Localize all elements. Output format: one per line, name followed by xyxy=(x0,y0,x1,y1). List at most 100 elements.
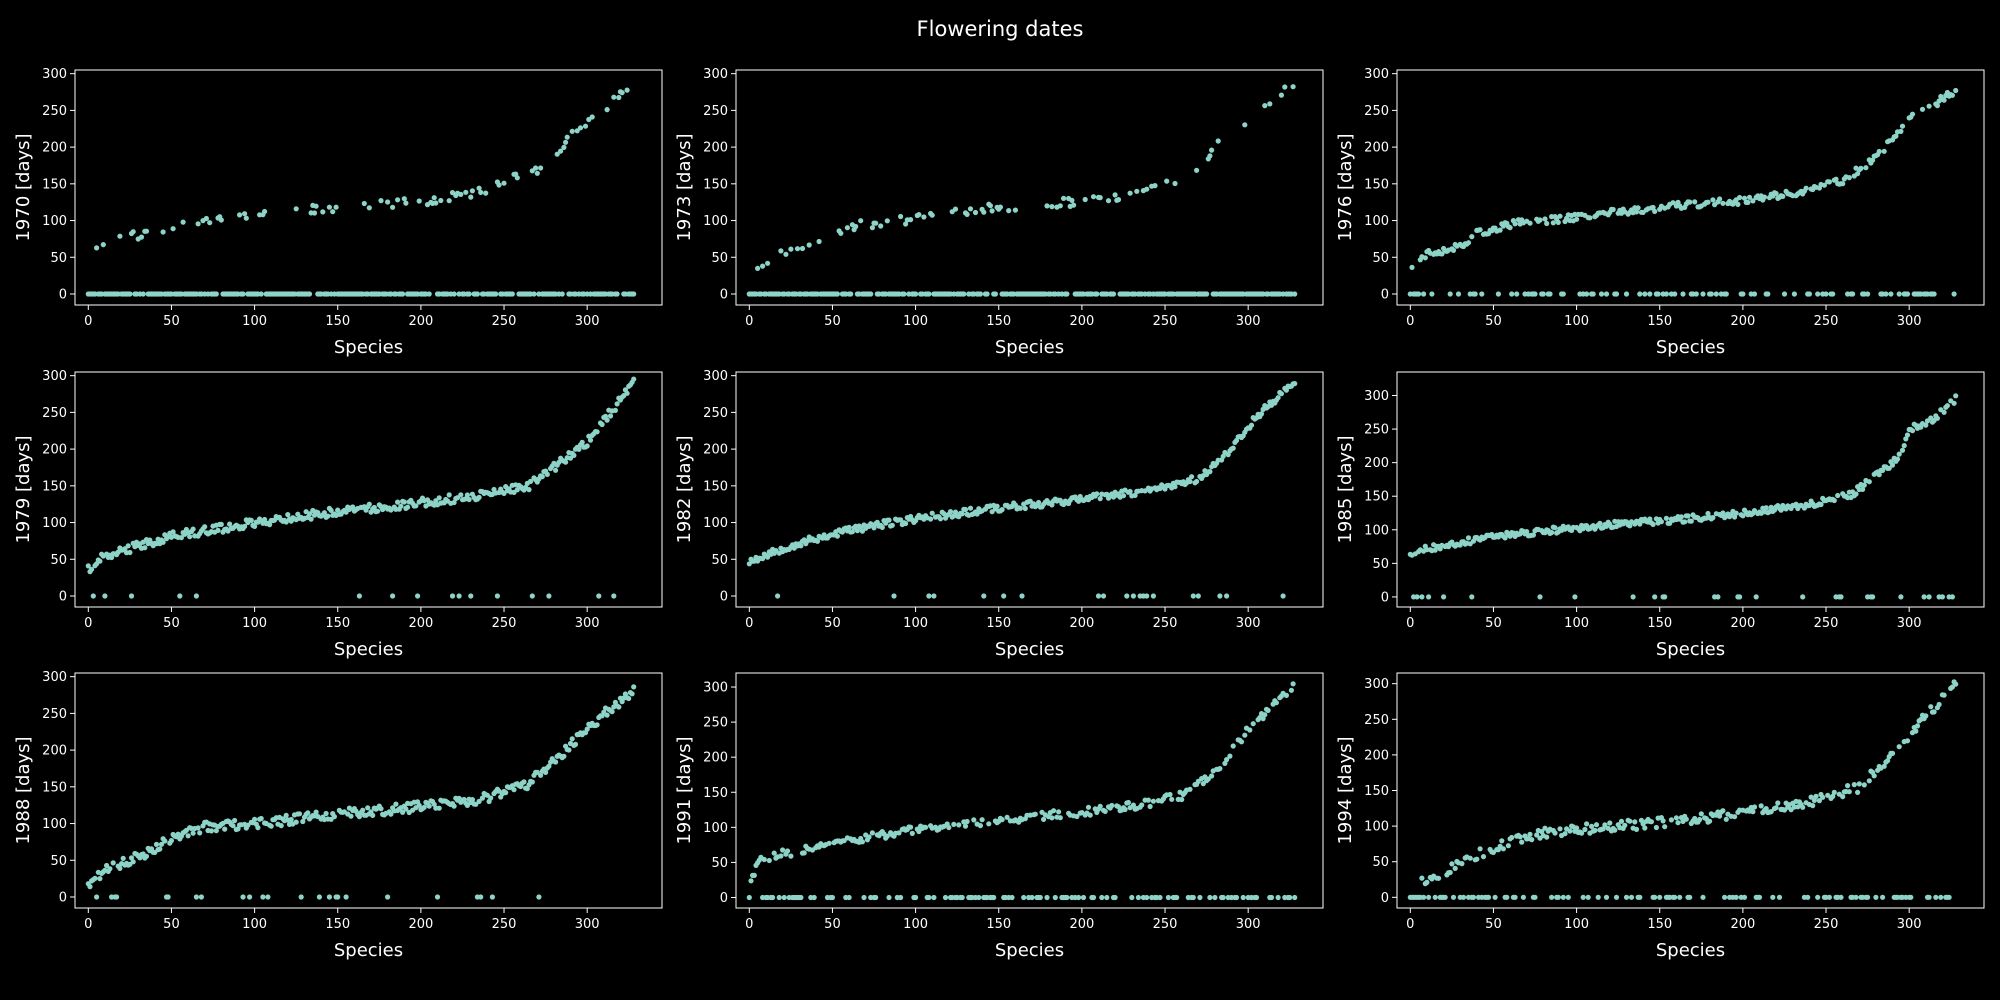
data-point xyxy=(240,291,246,297)
data-point xyxy=(1818,501,1824,508)
data-point xyxy=(1627,523,1633,529)
data-point xyxy=(1204,291,1210,297)
data-point xyxy=(788,246,794,252)
x-tick-label: 200 xyxy=(1069,314,1094,329)
data-point xyxy=(1200,781,1206,787)
y-tick-label: 250 xyxy=(1364,423,1389,438)
data-point xyxy=(1085,804,1092,810)
x-tick-label: 100 xyxy=(242,314,267,329)
data-point xyxy=(1549,894,1555,900)
data-point xyxy=(926,291,932,297)
data-point xyxy=(929,212,935,218)
data-point xyxy=(262,516,268,523)
data-point xyxy=(1224,757,1230,763)
data-point xyxy=(604,712,610,718)
data-point xyxy=(1923,713,1929,719)
data-point xyxy=(398,503,404,509)
y-tick-label: 250 xyxy=(42,104,67,119)
y-tick-label: 300 xyxy=(42,369,67,384)
data-point xyxy=(1904,738,1911,744)
data-point xyxy=(531,291,537,297)
data-point xyxy=(356,593,362,599)
data-point xyxy=(582,123,589,129)
data-point xyxy=(1409,264,1415,270)
y-tick-label: 150 xyxy=(42,780,67,795)
data-point xyxy=(539,474,545,480)
x-tick-label: 50 xyxy=(824,917,841,932)
data-point xyxy=(1179,796,1185,803)
data-point xyxy=(1127,488,1133,495)
x-axis-label: Species xyxy=(1656,337,1725,358)
data-point xyxy=(858,218,864,224)
data-point xyxy=(1585,894,1591,900)
data-point xyxy=(267,522,273,528)
data-point xyxy=(775,593,781,599)
data-point xyxy=(1057,203,1063,209)
x-tick-label: 50 xyxy=(1485,314,1502,329)
data-point xyxy=(1855,171,1861,177)
data-point xyxy=(1061,195,1067,201)
data-point xyxy=(760,263,766,269)
data-point xyxy=(466,496,472,503)
data-point xyxy=(898,894,904,901)
data-point xyxy=(886,894,892,901)
data-point xyxy=(546,593,552,599)
data-point xyxy=(323,810,329,817)
data-point xyxy=(1677,894,1683,900)
y-tick-label: 250 xyxy=(703,104,728,119)
data-point xyxy=(1514,291,1520,297)
data-point xyxy=(395,499,401,505)
data-point xyxy=(524,786,530,792)
data-point xyxy=(1603,291,1610,297)
data-point xyxy=(908,824,914,830)
data-point xyxy=(278,823,284,829)
data-point xyxy=(559,291,565,297)
data-point xyxy=(564,134,570,140)
data-point xyxy=(1775,800,1781,806)
data-point xyxy=(884,218,890,224)
data-point xyxy=(1534,832,1540,838)
data-point xyxy=(1550,220,1556,226)
data-point xyxy=(1682,519,1688,525)
data-point xyxy=(403,200,409,206)
data-point xyxy=(859,839,866,845)
data-point xyxy=(202,524,208,530)
subplot-1973: 0 50 100 150 200 250 300 0 50 100 150 200 250 300 Spec… xyxy=(674,67,1324,358)
data-point xyxy=(130,229,136,235)
data-point xyxy=(1853,491,1859,497)
data-point xyxy=(1650,204,1656,211)
data-point xyxy=(1732,814,1738,820)
data-point xyxy=(903,221,909,227)
data-point xyxy=(594,722,600,728)
data-point xyxy=(991,894,997,901)
y-tick-label: 0 xyxy=(59,890,67,905)
subplot-1988: 0 50 100 150 200 250 300 0 50 100 150 200 250 300 Spec… xyxy=(13,670,663,961)
data-point xyxy=(1951,400,1957,406)
data-point xyxy=(451,803,457,809)
data-point xyxy=(1741,195,1748,201)
y-tick-label: 150 xyxy=(1364,177,1389,192)
data-point xyxy=(577,125,584,131)
data-point xyxy=(140,291,146,297)
data-point xyxy=(1517,834,1523,840)
data-point xyxy=(138,234,145,240)
x-tick-label: 150 xyxy=(986,616,1011,631)
data-point xyxy=(1856,781,1862,787)
x-tick-label: 300 xyxy=(1236,917,1261,932)
data-point xyxy=(1650,521,1656,528)
data-point xyxy=(1765,291,1771,297)
data-point xyxy=(1429,291,1435,297)
data-point xyxy=(232,817,238,824)
data-point xyxy=(1680,291,1686,297)
y-tick-label: 300 xyxy=(703,67,728,82)
data-point xyxy=(1292,381,1298,387)
data-point xyxy=(1831,497,1837,504)
data-point xyxy=(1612,827,1618,833)
data-point xyxy=(616,94,622,101)
data-point xyxy=(1903,436,1909,442)
data-point xyxy=(1934,103,1940,109)
data-point xyxy=(521,779,527,785)
data-point xyxy=(631,684,637,690)
x-tick-label: 200 xyxy=(408,314,433,329)
